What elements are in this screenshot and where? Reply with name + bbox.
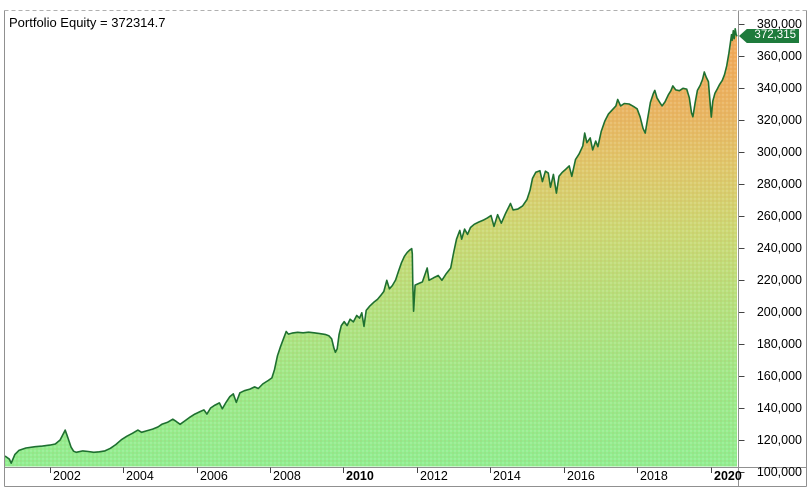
last-value-badge: 372,315 (739, 29, 799, 43)
x-tick-label: 2002 (53, 469, 81, 483)
y-tick-label: 380,000 (756, 17, 802, 31)
y-tick-label: 140,000 (756, 401, 802, 415)
y-tick-label: 200,000 (756, 305, 802, 319)
y-tick-label: 220,000 (756, 273, 802, 287)
equity-area-dither (5, 28, 737, 467)
y-tick-label: 320,000 (756, 113, 802, 127)
y-tick-label: 340,000 (756, 81, 802, 95)
y-tick-label: 160,000 (756, 369, 802, 383)
x-tick-label: 2012 (420, 469, 448, 483)
x-tick-label: 2008 (273, 469, 301, 483)
y-tick-label: 360,000 (756, 49, 802, 63)
y-tick-label: 240,000 (756, 241, 802, 255)
y-tick-label: 100,000 (756, 465, 802, 479)
x-tick-label: 2004 (126, 469, 154, 483)
x-tick-label: 2020 (714, 469, 742, 483)
chart-title: Portfolio Equity = 372314.7 (9, 15, 166, 30)
x-tick-label: 2010 (346, 469, 374, 483)
last-value-label: 372,315 (754, 29, 796, 42)
x-tick-label: 2014 (493, 469, 521, 483)
x-tick-label: 2018 (640, 469, 668, 483)
y-tick-label: 260,000 (756, 209, 802, 223)
x-tick-label: 2006 (200, 469, 228, 483)
x-tick-label: 2016 (567, 469, 595, 483)
y-tick-label: 180,000 (756, 337, 802, 351)
y-tick-label: 120,000 (756, 433, 802, 447)
y-tick-label: 280,000 (756, 177, 802, 191)
y-tick-label: 300,000 (756, 145, 802, 159)
equity-line (4, 28, 738, 464)
